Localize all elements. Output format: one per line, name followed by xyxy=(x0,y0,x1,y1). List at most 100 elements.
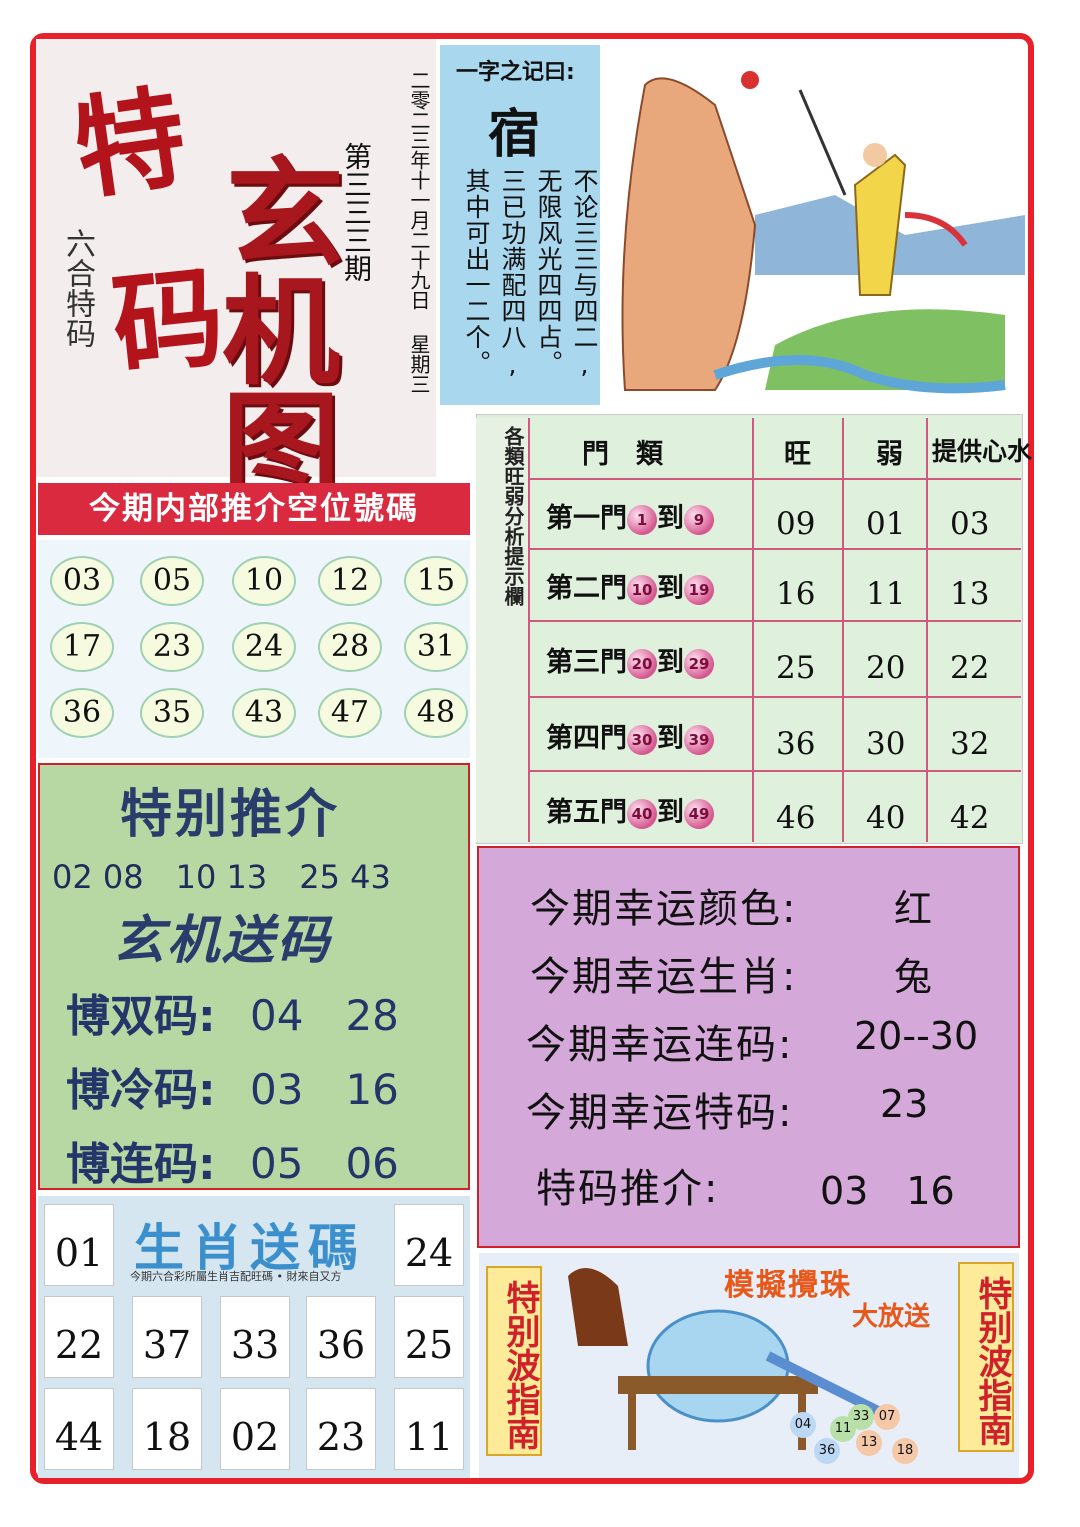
draw-ball: 07 xyxy=(874,1404,900,1430)
door-value: 20 xyxy=(866,650,906,686)
table-divider xyxy=(528,548,1021,550)
range-to: 到 xyxy=(657,503,684,534)
lucky-label: 今期幸运特码: xyxy=(526,1090,794,1136)
poem-heading: 一字之记曰: xyxy=(456,60,575,85)
table-divider xyxy=(926,418,928,842)
circle-number: 31 xyxy=(404,622,468,672)
circle-number: 48 xyxy=(404,688,468,738)
title-char-te: 特 xyxy=(66,71,194,215)
issue-date: 二零二三年十一月二十九日 星期三 xyxy=(407,70,431,394)
special-heading: 特别推介 xyxy=(120,785,341,845)
range-ball: 1 xyxy=(627,504,657,535)
special-numbers: 02 08 10 13 25 43 xyxy=(52,858,391,896)
zodiac-number: 22 xyxy=(44,1296,114,1378)
door-side-column xyxy=(476,418,530,842)
circle-number: 12 xyxy=(318,556,382,606)
door-value: 13 xyxy=(950,576,990,612)
door-prefix: 第二門 xyxy=(546,573,627,604)
door-row-label: 第一門 1 到 9 xyxy=(546,496,714,535)
range-to: 到 xyxy=(657,797,684,828)
zodiac-number: 25 xyxy=(394,1296,464,1378)
zodiac-number: 36 xyxy=(306,1296,376,1378)
door-value: 30 xyxy=(866,726,906,762)
title-char-ji: 机 xyxy=(222,262,341,401)
lucky-value: 03 16 xyxy=(820,1169,955,1213)
lucky-label: 今期幸运生肖: xyxy=(530,954,798,1000)
lucky-label: 今期幸运连码: xyxy=(526,1022,794,1068)
zodiac-number: 33 xyxy=(220,1296,290,1378)
circle-number: 03 xyxy=(50,556,114,606)
door-value: 36 xyxy=(776,726,816,762)
zodiac-number: 23 xyxy=(306,1388,376,1470)
zodiac-number: 11 xyxy=(394,1388,464,1470)
lucky-box xyxy=(477,846,1020,1248)
range-to: 到 xyxy=(657,647,684,678)
bet-value: 03 16 xyxy=(250,1065,399,1114)
ad-subtitle: 大放送 xyxy=(852,1302,931,1332)
door-value: 03 xyxy=(950,506,990,542)
poem-line: 不论三三与四二, xyxy=(570,168,599,380)
zodiac-number: 18 xyxy=(132,1388,202,1470)
draw-ball: 33 xyxy=(848,1404,874,1430)
zodiac-number: 44 xyxy=(44,1388,114,1470)
door-prefix: 第三門 xyxy=(546,647,627,678)
table-divider xyxy=(528,620,1021,622)
range-to: 到 xyxy=(657,573,684,604)
range-ball: 30 xyxy=(627,724,657,755)
door-prefix: 第五門 xyxy=(546,797,627,828)
river-shape xyxy=(713,355,1006,394)
title-char-xuan: 玄 xyxy=(226,144,345,283)
table-divider xyxy=(528,478,1021,480)
circle-number: 05 xyxy=(140,556,204,606)
red-fruit-shape xyxy=(741,71,759,89)
special-recommend-box xyxy=(38,763,470,1190)
door-side-label: 各類旺弱分析提示欄 xyxy=(501,426,525,606)
range-ball: 9 xyxy=(684,504,714,535)
bet-value: 04 28 xyxy=(250,991,399,1040)
poem-box xyxy=(440,45,600,405)
door-value: 46 xyxy=(776,800,816,836)
sage-head-shape xyxy=(863,143,887,167)
table-divider xyxy=(842,418,844,842)
title-panel xyxy=(36,39,436,477)
zodiac-subtitle: 今期六合彩所屬生肖吉配旺碼 • 財來自又方 xyxy=(130,1270,342,1283)
zodiac-number: 24 xyxy=(394,1204,464,1286)
poem-char: 宿 xyxy=(488,104,541,165)
lucky-value: 红 xyxy=(894,887,933,931)
lucky-value: 20--30 xyxy=(854,1014,979,1058)
title-char-ma: 码 xyxy=(106,251,230,392)
sage-robe-shape xyxy=(853,153,907,296)
table-leg-shape xyxy=(628,1394,636,1450)
door-header-strong: 旺 xyxy=(784,439,811,470)
door-value: 16 xyxy=(776,576,816,612)
door-value: 25 xyxy=(776,650,816,686)
door-value: 42 xyxy=(950,800,990,836)
circle-number: 28 xyxy=(318,622,382,672)
circle-number: 43 xyxy=(232,688,296,738)
lucky-label: 特码推介: xyxy=(536,1166,720,1212)
range-ball: 10 xyxy=(627,574,657,605)
table-divider xyxy=(528,770,1021,772)
door-row-label: 第四門 30 到 39 xyxy=(546,716,714,755)
door-value: 22 xyxy=(950,650,990,686)
door-row-label: 第二門 10 到 19 xyxy=(546,566,714,605)
range-ball: 49 xyxy=(684,798,714,829)
zodiac-title: 生肖送碼 xyxy=(134,1219,366,1277)
door-value: 01 xyxy=(866,506,906,542)
bet-label: 博连码: xyxy=(66,1139,216,1190)
circle-number: 17 xyxy=(50,622,114,672)
sage-staff-shape xyxy=(798,89,847,196)
door-row-label: 第五門 40 到 49 xyxy=(546,790,714,829)
xuanji-heading: 玄机送码 xyxy=(112,911,333,971)
poem-line: 其中可出一二个。 xyxy=(462,168,491,376)
draw-ball: 13 xyxy=(856,1430,882,1456)
draw-ball: 36 xyxy=(814,1438,840,1464)
draw-ball: 18 xyxy=(892,1438,918,1464)
horse-head-shape xyxy=(568,1268,628,1346)
bet-label: 博双码: xyxy=(66,991,216,1042)
recommend-banner: 今期内部推介空位號碼 xyxy=(38,483,470,535)
lucky-label: 今期幸运颜色: xyxy=(530,886,798,932)
poem-lines: 不论三三与四二, 无限风光四四占。 三已功满配四八, 其中可出一二个。 xyxy=(458,168,602,380)
door-header-type: 門 類 xyxy=(582,439,663,470)
sage-illustration xyxy=(605,45,1025,410)
